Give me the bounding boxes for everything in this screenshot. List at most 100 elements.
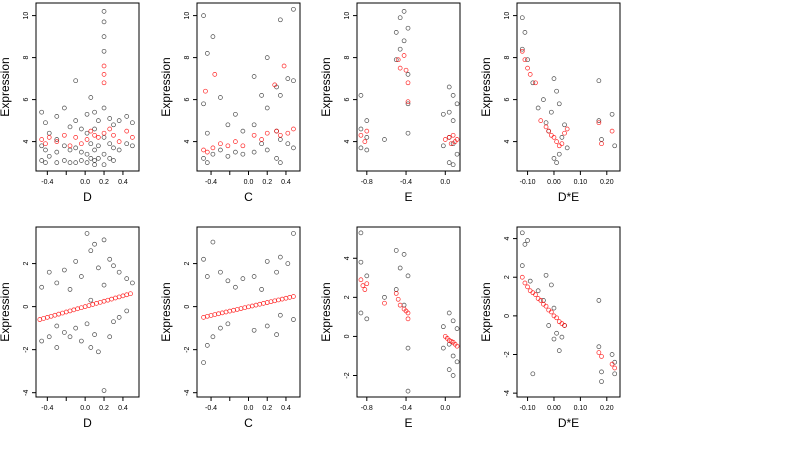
observed-point (79, 158, 84, 163)
observed-point (405, 101, 411, 107)
x-tick-label: 0.2 (99, 405, 109, 412)
y-tick-label: 6 (23, 98, 30, 102)
fitted-point (94, 301, 99, 306)
observed-point (124, 141, 130, 147)
observed-point (358, 259, 364, 265)
fitted-point (201, 315, 206, 320)
observed-point (551, 156, 557, 161)
observed-point (543, 272, 549, 278)
fitted-point (264, 300, 270, 305)
x-tick-label: -0.4 (41, 405, 53, 412)
observed-point (204, 343, 210, 348)
observed-point (101, 388, 107, 393)
observed-point (116, 269, 122, 275)
observed-point (596, 298, 602, 303)
fitted-point (216, 311, 221, 317)
y-axis-label: Expression (319, 57, 333, 116)
observed-point (101, 162, 107, 168)
observed-point (285, 261, 291, 266)
fitted-point (277, 132, 283, 138)
observed-point (111, 158, 116, 163)
x-tick-label: 0.20 (600, 179, 614, 186)
observed-point (393, 287, 399, 292)
y-axis-label: Expression (319, 282, 333, 341)
observed-point (612, 371, 618, 377)
observed-point (599, 137, 604, 142)
fitted-point (519, 48, 525, 54)
observed-point (67, 160, 73, 165)
observed-point (274, 269, 279, 275)
observed-point (54, 114, 60, 119)
fitted-point (519, 274, 525, 280)
panel-r1c4: -0.10 0.00 0.10 0.20 4 6 8 10 D*E Expression (479, 2, 621, 204)
fitted-point (130, 135, 135, 140)
y-tick-label: 4 (23, 140, 30, 144)
observed-point (277, 312, 283, 318)
observed-point (596, 344, 602, 350)
observed-point (46, 269, 52, 275)
y-tick-label: 0 (504, 314, 511, 318)
observed-point (519, 230, 525, 236)
fitted-point (533, 292, 538, 297)
fitted-point (238, 306, 244, 311)
observed-point (240, 276, 246, 281)
observed-point (101, 237, 107, 243)
observed-point (111, 122, 116, 128)
fitted-point (397, 65, 403, 71)
observed-point (525, 57, 530, 63)
fitted-point (279, 296, 285, 302)
observed-point (291, 6, 296, 12)
panel-r1c2: -0.4 0.0 0.2 0.4 4 6 8 10 C Expression (159, 2, 301, 204)
observed-point (364, 118, 370, 123)
observed-point (393, 57, 399, 63)
observed-point (107, 334, 113, 340)
x-tick-label: 0.20 (600, 405, 614, 412)
observed-point (440, 111, 446, 117)
fitted-point (204, 313, 210, 319)
fitted-point (101, 72, 107, 77)
observed-point (201, 13, 206, 18)
observed-point (291, 78, 296, 84)
x-tick-label: 0.0 (80, 405, 90, 412)
observed-point (551, 76, 557, 81)
y-tick-label: 10 (184, 12, 191, 20)
y-tick-label: -2 (184, 346, 191, 352)
fitted-point (240, 143, 246, 149)
observed-point (54, 160, 60, 165)
observed-point (548, 282, 554, 288)
fitted-point (401, 53, 407, 58)
fitted-point (364, 281, 370, 287)
fitted-point (395, 296, 401, 302)
observed-point (130, 120, 135, 126)
fitted-point (116, 294, 122, 300)
observed-point (251, 122, 257, 128)
observed-point (393, 30, 399, 35)
y-axis-label: Expression (479, 282, 493, 341)
fitted-point (41, 316, 46, 321)
observed-point (39, 109, 45, 115)
observed-point (291, 317, 296, 322)
x-tick-label: -0.4 (400, 179, 412, 186)
observed-point (554, 88, 559, 94)
fitted-point (362, 287, 368, 292)
panel-r2c1: -0.4 0.0 0.2 0.4 -4 -2 0 2 D Expression (0, 226, 140, 430)
plot-frame (356, 226, 461, 398)
fitted-point (84, 137, 90, 142)
observed-point (111, 145, 116, 151)
observed-point (543, 120, 549, 126)
observed-point (210, 334, 216, 340)
observed-point (405, 345, 411, 351)
observed-point (259, 287, 264, 292)
fitted-point (609, 128, 615, 134)
y-tick-label: 4 (504, 237, 511, 241)
fitted-point (128, 291, 133, 297)
observed-point (251, 327, 257, 333)
observed-point (43, 147, 48, 153)
observed-point (556, 101, 562, 107)
observed-point (46, 130, 52, 136)
fitted-point (79, 141, 84, 147)
observed-point (446, 109, 452, 115)
observed-point (440, 324, 446, 330)
y-tick-label: -2 (504, 351, 511, 357)
observed-point (556, 348, 562, 353)
